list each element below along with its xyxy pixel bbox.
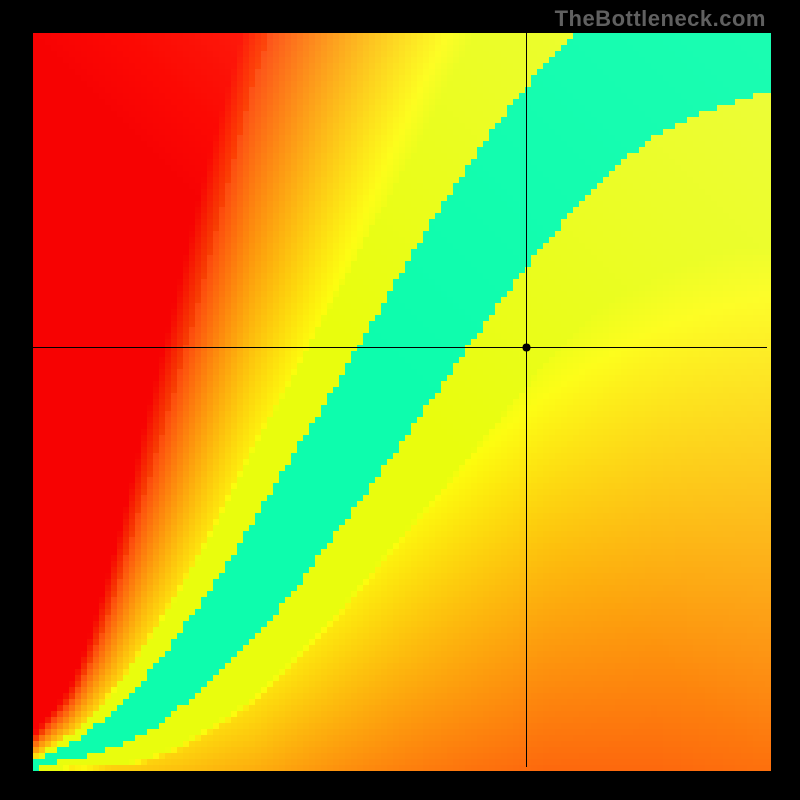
chart-container: TheBottleneck.com [0, 0, 800, 800]
bottleneck-heatmap [0, 0, 800, 800]
watermark-text: TheBottleneck.com [555, 6, 766, 32]
